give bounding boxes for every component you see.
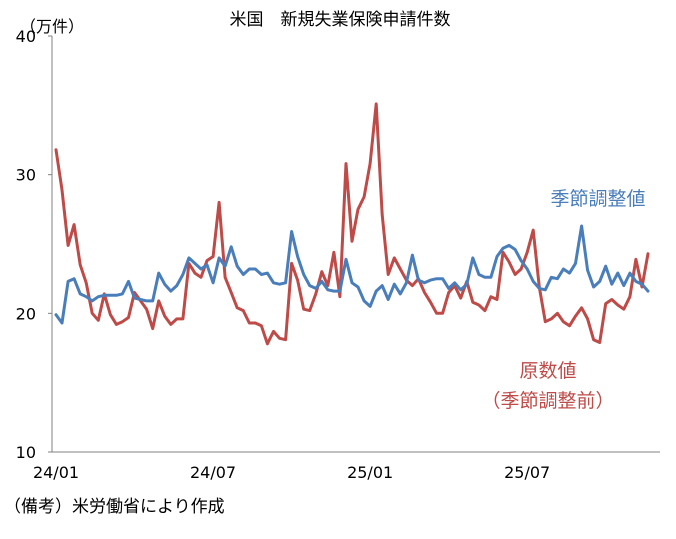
y-axis-unit-label: （万件） — [20, 17, 84, 36]
series-line — [54, 102, 650, 346]
series-label: （季節調整前） — [481, 390, 614, 412]
y-tick-label: 30 — [16, 166, 36, 185]
source-note: （備考）米労働省により作成 — [4, 497, 225, 517]
y-axis-ticks: 10 20 30 40 — [16, 27, 52, 462]
x-tick-label: 25/01 — [347, 463, 393, 482]
series-line — [54, 224, 650, 325]
chart-title: 米国 新規失業保険申請件数 — [230, 10, 451, 30]
y-tick-label: 20 — [16, 304, 36, 323]
series-label: 季節調整値 — [550, 188, 645, 210]
series-lines — [54, 102, 650, 346]
x-tick-label: 25/07 — [504, 463, 550, 482]
x-tick-label: 24/07 — [190, 463, 236, 482]
x-tick-label: 24/01 — [33, 463, 79, 482]
x-axis-ticks: 24/01 24/07 25/01 25/07 — [33, 463, 550, 482]
series-label: 原数値 — [519, 360, 576, 382]
y-tick-label: 10 — [16, 443, 36, 462]
y-tick-label: 40 — [16, 27, 36, 46]
